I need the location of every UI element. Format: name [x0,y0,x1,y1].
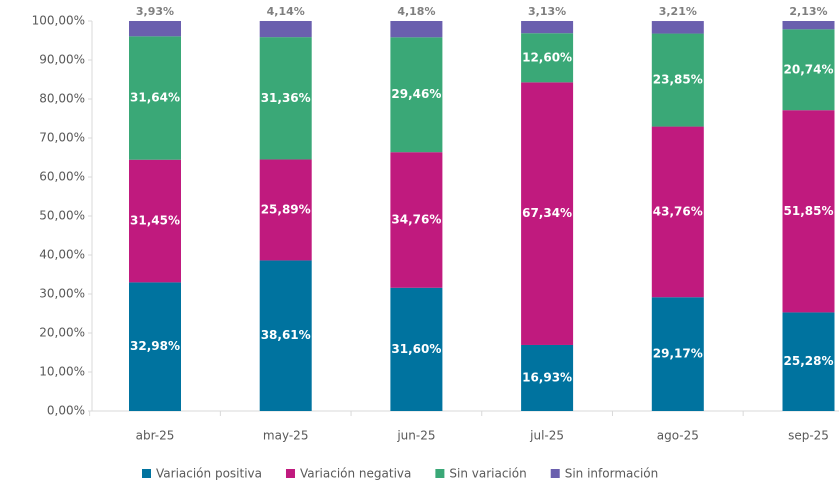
bar-segment [521,33,574,83]
legend-swatch [435,469,445,478]
data-label: 31,45% [130,214,180,228]
data-label: 25,89% [261,202,311,216]
data-label: 34,76% [391,212,441,226]
bar-segment [390,152,443,288]
bar-segment [129,159,181,283]
data-label: 3,13% [528,5,566,18]
x-tick-label: abr-25 [136,429,175,443]
bar-segment [259,37,312,160]
data-label: 67,34% [522,206,572,220]
y-tick-label: 70,00% [39,131,85,145]
bar-segment [390,21,443,38]
y-tick-label: 60,00% [39,170,85,184]
data-label: 32,98% [130,339,180,353]
y-tick-label: 80,00% [39,92,85,106]
data-label: 4,14% [267,5,305,18]
legend-swatch [142,469,151,478]
y-tick-label: 30,00% [39,287,85,301]
data-label: 29,17% [653,347,703,361]
data-label: 25,28% [784,354,834,368]
bar-segment [390,287,443,411]
data-label: 51,85% [784,204,834,218]
bar-segment [129,36,181,160]
data-label: 2,13% [789,5,827,18]
legend-label: Sin variación [449,467,526,481]
y-tick-label: 10,00% [39,365,85,379]
x-tick-label: jul-25 [529,429,564,443]
bar-segment [259,159,312,261]
bar-segment [129,282,181,411]
y-tick-label: 0,00% [47,404,85,418]
x-tick-label: ago-25 [657,429,699,443]
data-label: 3,21% [659,5,697,18]
y-tick-label: 100,00% [32,14,85,28]
data-label: 23,85% [653,73,703,87]
data-label: 4,18% [397,5,435,18]
y-tick-label: 50,00% [39,209,85,223]
bar-segment [521,21,574,34]
data-label: 3,93% [136,5,174,18]
bar-segment [782,21,835,30]
data-label: 16,93% [522,370,572,384]
bar-segment [521,82,574,345]
x-tick-label: may-25 [263,429,309,443]
bar-segment [782,29,835,111]
data-label: 31,36% [261,91,311,105]
legend-swatch [550,469,560,478]
x-tick-label: sep-25 [788,429,829,443]
data-label: 12,60% [522,50,572,64]
bar-segment [259,260,312,411]
bar-segment [651,21,704,34]
bar-segment [129,21,181,37]
legend-label: Sin información [565,467,659,481]
legend-swatch [285,469,295,478]
data-label: 43,76% [653,204,703,218]
y-tick-label: 20,00% [39,326,85,340]
bar-segment [651,297,704,411]
y-tick-label: 90,00% [39,53,85,67]
data-label: 31,60% [391,342,441,356]
data-label: 38,61% [261,328,311,342]
data-label: 20,74% [784,62,834,76]
bar-segment [782,312,835,411]
legend-label: Variación negativa [300,467,411,481]
y-tick-label: 40,00% [39,248,85,262]
legend-label: Variación positiva [156,467,262,481]
bar-segment [390,37,443,153]
bar-segment [259,21,312,38]
bar-segment [782,110,835,313]
x-tick-label: jun-25 [396,429,435,443]
bar-segment [521,344,574,411]
bar-segment [651,126,704,298]
data-label: 31,64% [130,91,180,105]
data-label: 29,46% [391,87,441,101]
bar-segment [651,33,704,127]
